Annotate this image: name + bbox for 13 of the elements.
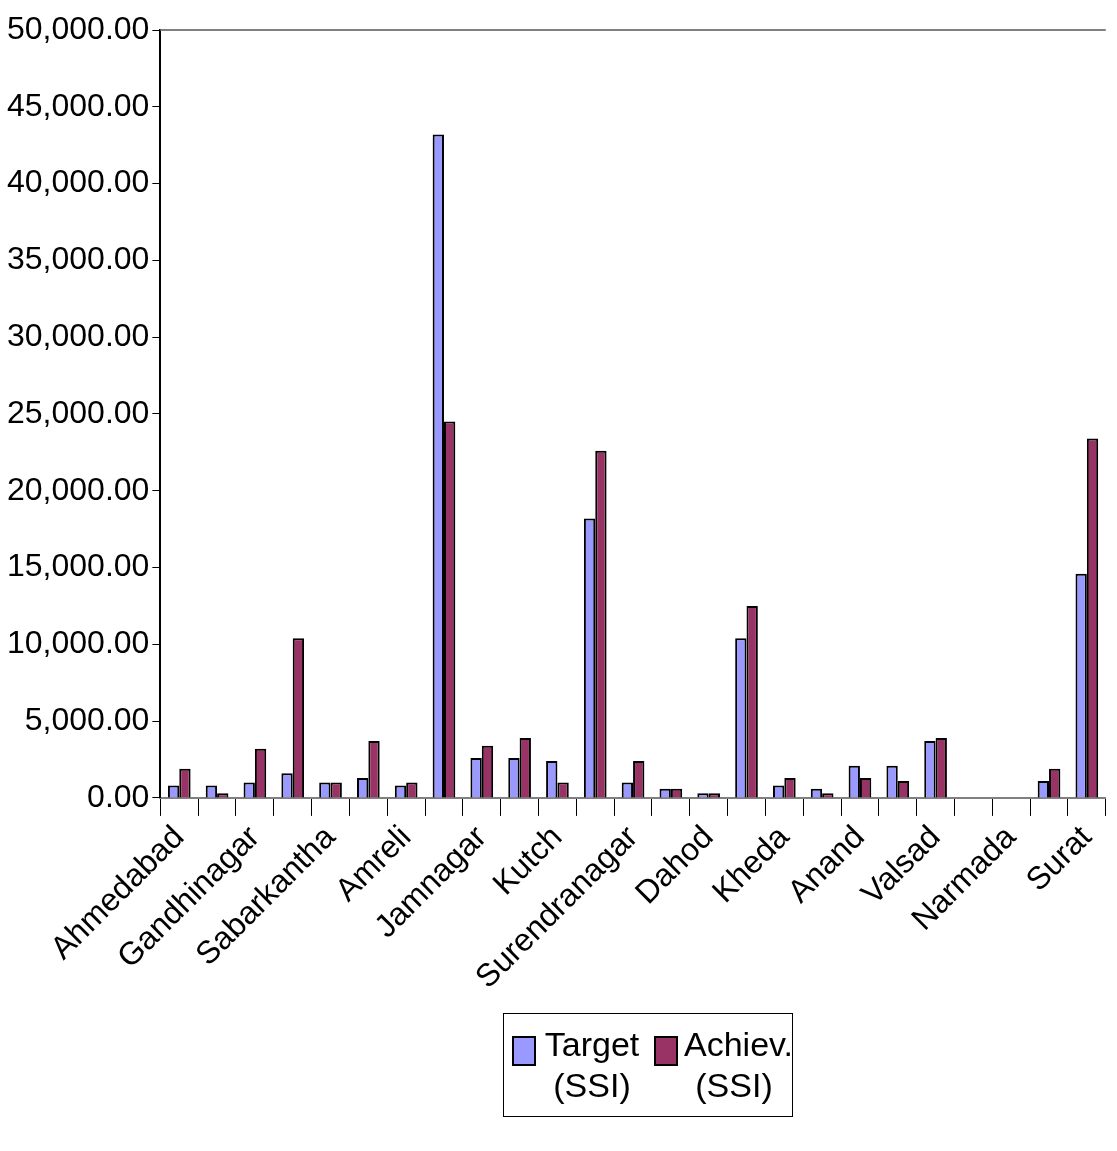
y-tick-label: 10,000.00	[7, 624, 150, 661]
y-tick-label: 20,000.00	[7, 470, 150, 507]
y-tick-label: 40,000.00	[7, 163, 150, 200]
legend-label: Achiev. (SSI)	[684, 1024, 793, 1106]
legend-label: Target (SSI)	[543, 1024, 641, 1106]
y-tick-label: 50,000.00	[7, 9, 150, 46]
y-tick-label: 15,000.00	[7, 547, 150, 584]
y-tick-label: 0.00	[87, 777, 150, 814]
y-tick-label: 5,000.00	[24, 700, 150, 737]
y-tick-label: 25,000.00	[7, 393, 150, 430]
y-tick-label: 35,000.00	[7, 240, 150, 277]
y-tick-label: 45,000.00	[7, 86, 150, 123]
y-tick-label: 30,000.00	[7, 316, 150, 353]
